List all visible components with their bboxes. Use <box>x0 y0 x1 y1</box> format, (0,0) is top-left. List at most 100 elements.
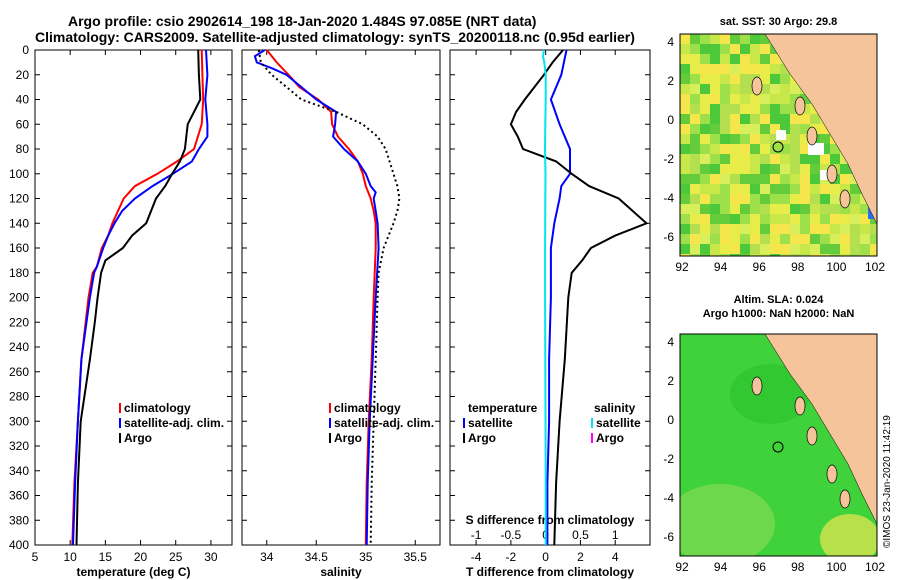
sst-cell <box>750 124 760 134</box>
sst-cell <box>760 124 770 134</box>
sst-cell <box>770 54 780 64</box>
sst-cell <box>850 214 860 224</box>
sst-cell <box>820 234 830 244</box>
sst-cell <box>680 234 690 244</box>
sst-cell <box>690 194 700 204</box>
sst-cell <box>690 184 700 194</box>
island <box>839 189 851 209</box>
sst-cell <box>720 154 730 164</box>
sst-cell <box>860 214 870 224</box>
sst-cell <box>730 174 740 184</box>
imos-watermark: ©IMOS 23-Jan-2020 11:42:19 <box>882 415 893 548</box>
legend-label: Argo <box>596 431 624 445</box>
sst-cell <box>780 184 790 194</box>
sst-cell <box>680 94 690 104</box>
sst-cell <box>740 64 750 74</box>
sst-cell <box>780 204 790 214</box>
sst-cell <box>790 234 800 244</box>
sst-cell <box>760 134 770 144</box>
sla-anomaly <box>730 364 810 424</box>
missing-data-patch <box>776 130 786 140</box>
sst-cell <box>770 174 780 184</box>
sst-cell <box>700 174 710 184</box>
sst-cell <box>780 144 790 154</box>
sst-cell <box>690 74 700 84</box>
sst-cell <box>740 44 750 54</box>
chart-title-line-1: Argo profile: csio 2902614_198 18-Jan-20… <box>68 13 537 29</box>
sst-cell <box>710 94 720 104</box>
salinity-panel: 34 34.5 35 35.5 salinity climatologysatellite… <box>241 49 441 579</box>
sst-cell <box>740 194 750 204</box>
series-satellite-line <box>72 49 209 546</box>
sst-cell <box>760 54 770 64</box>
sst-cell <box>770 164 780 174</box>
sst-cell <box>710 74 720 84</box>
sst-cell <box>740 164 750 174</box>
sst-cell <box>780 104 790 114</box>
argo-location-marker <box>772 141 784 153</box>
s-axis-label: S difference from climatology <box>466 513 635 527</box>
land-mass <box>764 34 877 225</box>
sst-cell <box>710 194 720 204</box>
sst-cell <box>740 244 750 254</box>
map-title: sat. SST: 30 Argo: 29.8 <box>720 16 838 28</box>
map-y-tick-label: -4 <box>663 191 674 205</box>
sst-cell <box>720 204 730 214</box>
sst-cell <box>790 114 800 124</box>
sst-cell <box>690 114 700 124</box>
sst-cell <box>700 34 710 44</box>
sst-cell <box>790 184 800 194</box>
sst-cell <box>800 174 810 184</box>
sst-cell <box>830 154 840 164</box>
sst-cell <box>770 254 780 256</box>
island <box>826 464 838 484</box>
map-x-tick-label: 100 <box>826 260 846 274</box>
sst-cell <box>690 104 700 114</box>
map-y-tick-label: 4 <box>667 35 674 49</box>
map-y-tick-label: 0 <box>667 413 674 427</box>
sst-cell <box>760 184 770 194</box>
sst-cell <box>770 124 780 134</box>
sst-cell <box>770 94 780 104</box>
map-y-tick-label: 0 <box>667 113 674 127</box>
sst-cell <box>760 234 770 244</box>
map-y-tick-label: 4 <box>667 335 674 349</box>
sst-cell <box>810 214 820 224</box>
legend-label: Argo <box>334 431 362 445</box>
sst-cell <box>680 114 690 124</box>
depth-tick-label: 20 <box>16 68 30 82</box>
sst-cell <box>760 34 770 44</box>
sst-cell <box>710 54 720 64</box>
depth-tick-label: 120 <box>9 192 29 206</box>
x-tick-label: 4 <box>612 550 619 564</box>
sst-cell <box>730 144 740 154</box>
legend-label: satellite-adj. clim. <box>124 416 224 430</box>
map-x-tick-label: 98 <box>791 260 805 274</box>
sst-cell <box>740 134 750 144</box>
sst-cell <box>690 64 700 74</box>
sst-cell <box>680 174 690 184</box>
sst-cell <box>750 154 760 164</box>
sst-cell <box>790 154 800 164</box>
map-x-tick-label: 92 <box>675 560 689 574</box>
legend-label: satellite <box>468 416 513 430</box>
sst-cell <box>770 134 780 144</box>
sst-cell <box>780 194 790 204</box>
depth-tick-label: 60 <box>16 117 30 131</box>
sst-cell <box>720 244 730 254</box>
sst-cell <box>740 124 750 134</box>
sst-cell <box>770 184 780 194</box>
sla-map: 92 94 96 98 100 102 4 2 0 -2 -4 -6 Altim. SLA: 0.024… <box>663 294 885 574</box>
sst-cell <box>700 84 710 94</box>
sst-cell <box>680 74 690 84</box>
sst-cell <box>700 204 710 214</box>
sst-cell <box>780 234 790 244</box>
sst-cell <box>730 154 740 164</box>
series-argo-line <box>75 49 202 546</box>
sst-cell <box>790 194 800 204</box>
sst-cell <box>770 194 780 204</box>
sst-cell <box>730 124 740 134</box>
depth-tick-label: 340 <box>9 464 29 478</box>
sst-cell <box>750 204 760 214</box>
sst-cell <box>730 64 740 74</box>
